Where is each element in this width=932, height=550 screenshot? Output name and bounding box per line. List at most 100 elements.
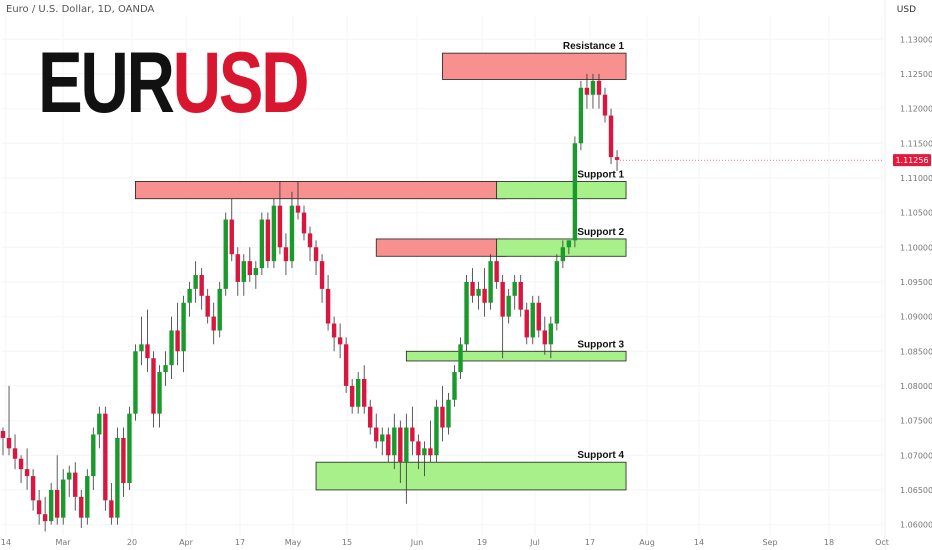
y-tick-label: 1.13000 bbox=[900, 35, 932, 44]
candle-body bbox=[410, 427, 415, 442]
candle bbox=[36, 489, 42, 525]
candle bbox=[175, 302, 180, 366]
candle bbox=[590, 73, 596, 109]
brand-title-part-2: USD bbox=[172, 35, 310, 131]
candle bbox=[42, 496, 48, 532]
resistance-zone[interactable] bbox=[442, 52, 627, 80]
candle bbox=[554, 254, 560, 331]
candle bbox=[97, 406, 102, 449]
candle bbox=[494, 247, 499, 289]
candle-body bbox=[0, 431, 6, 438]
candle-body bbox=[482, 288, 487, 303]
candle bbox=[30, 469, 36, 511]
candle-body bbox=[374, 427, 379, 442]
candle-body bbox=[235, 254, 240, 282]
x-tick-label: 14 bbox=[1, 538, 11, 547]
candle bbox=[229, 198, 234, 262]
candle bbox=[488, 254, 493, 310]
candle bbox=[458, 337, 463, 379]
candle-body bbox=[368, 406, 373, 428]
candle bbox=[48, 483, 54, 525]
candle bbox=[368, 399, 373, 435]
candle bbox=[145, 309, 150, 373]
candle-body bbox=[488, 261, 493, 303]
candle bbox=[24, 448, 30, 490]
candle bbox=[103, 406, 108, 511]
candle-body bbox=[30, 476, 36, 501]
x-tick-label: 15 bbox=[342, 538, 352, 547]
candle-body bbox=[325, 288, 331, 324]
candle-body bbox=[446, 399, 451, 428]
x-tick-label: May bbox=[285, 538, 302, 547]
x-tick-label: 17 bbox=[585, 538, 595, 547]
candle-body bbox=[247, 261, 253, 275]
candle-body bbox=[590, 80, 596, 95]
y-tick-label: 1.08500 bbox=[900, 347, 932, 356]
candle-body bbox=[428, 448, 433, 456]
candle-body bbox=[404, 427, 409, 463]
candle bbox=[542, 316, 547, 355]
candle-body bbox=[133, 351, 138, 414]
last-price-tag bbox=[893, 154, 931, 167]
symbol-header: Euro / U.S. Dollar, 1D, OANDA bbox=[6, 4, 155, 15]
zone-label: Support 3 bbox=[577, 339, 624, 350]
candle bbox=[584, 73, 590, 109]
candle-body bbox=[187, 288, 192, 303]
candle bbox=[500, 275, 505, 359]
candle-body bbox=[67, 472, 72, 480]
candle bbox=[181, 295, 186, 373]
candle bbox=[602, 87, 608, 123]
candle bbox=[79, 489, 84, 529]
candle bbox=[355, 372, 361, 414]
support-zone[interactable] bbox=[315, 461, 627, 491]
candle bbox=[241, 254, 246, 296]
y-tick-label: 1.12500 bbox=[900, 70, 932, 79]
candle-body bbox=[277, 205, 283, 248]
candle bbox=[157, 365, 162, 428]
candle-body bbox=[500, 281, 505, 317]
candle bbox=[211, 302, 216, 345]
resistance-zone[interactable] bbox=[375, 238, 507, 257]
candle bbox=[349, 379, 355, 414]
candle bbox=[410, 406, 415, 456]
candle bbox=[518, 275, 523, 317]
resistance-zone[interactable] bbox=[135, 180, 507, 200]
candle-body bbox=[566, 240, 572, 248]
zone-label: Support 2 bbox=[577, 227, 624, 238]
x-tick-label: 20 bbox=[127, 538, 137, 547]
x-tick-label: 18 bbox=[824, 538, 834, 547]
price-axis[interactable]: 1.13000 1.12500 1.12000 1.11500 1.11000 1.105… bbox=[893, 35, 932, 530]
y-tick-label: 1.10500 bbox=[900, 209, 932, 218]
candle-body bbox=[85, 476, 90, 518]
support-zone[interactable] bbox=[405, 350, 627, 362]
zone-label: Support 4 bbox=[577, 450, 624, 461]
x-tick-label: Apr bbox=[179, 538, 194, 547]
candle bbox=[67, 465, 72, 497]
candle-body bbox=[73, 472, 78, 497]
candle-body bbox=[524, 309, 529, 338]
candle-body bbox=[319, 261, 325, 289]
candle bbox=[596, 73, 602, 109]
candle bbox=[578, 80, 584, 151]
y-tick-label: 1.10000 bbox=[900, 243, 932, 252]
candle bbox=[91, 427, 96, 490]
currency-label[interactable]: USD bbox=[896, 5, 916, 15]
candle-body bbox=[199, 275, 204, 296]
candle-body bbox=[362, 379, 367, 407]
candle bbox=[127, 406, 132, 490]
candle bbox=[362, 365, 367, 414]
candle bbox=[115, 427, 120, 525]
candle bbox=[18, 455, 24, 483]
candle bbox=[398, 420, 403, 483]
x-tick-label: Jun bbox=[410, 538, 424, 547]
candle-body bbox=[337, 337, 343, 345]
candle bbox=[253, 261, 259, 289]
zone-label: Support 1 bbox=[577, 169, 624, 180]
support-zone[interactable] bbox=[496, 180, 627, 200]
candle-body bbox=[506, 295, 511, 317]
y-tick-label: 1.09500 bbox=[900, 278, 932, 287]
candle-body bbox=[313, 247, 319, 262]
candle bbox=[283, 233, 289, 275]
time-axis[interactable]: 14 Mar 20 Apr 17 May 15 Jun 19 Jul 17 Aug 14 Sep 18 Oct bbox=[1, 538, 889, 547]
